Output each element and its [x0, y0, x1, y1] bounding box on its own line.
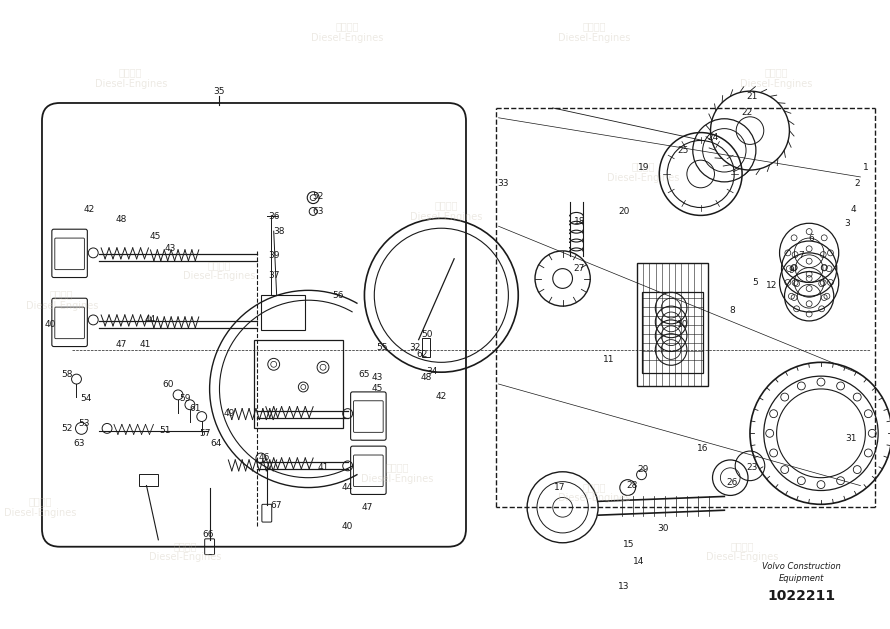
Text: 60: 60 — [163, 379, 174, 389]
Text: 48: 48 — [115, 215, 126, 224]
Text: 紫发动力
Diesel-Engines: 紫发动力 Diesel-Engines — [183, 260, 255, 281]
Text: 47: 47 — [361, 503, 373, 512]
Text: 56: 56 — [332, 291, 344, 300]
Text: 19: 19 — [638, 162, 649, 172]
Text: 18: 18 — [574, 217, 585, 226]
Text: 52: 52 — [312, 192, 324, 201]
Text: 27: 27 — [574, 264, 585, 273]
Text: 63: 63 — [312, 207, 324, 216]
Text: Volvo Construction: Volvo Construction — [762, 562, 841, 571]
Text: 43: 43 — [371, 372, 383, 382]
Text: 62: 62 — [416, 350, 427, 359]
Text: 紫发动力
Diesel-Engines: 紫发动力 Diesel-Engines — [360, 462, 433, 484]
Text: 10: 10 — [677, 320, 689, 330]
Text: 33: 33 — [498, 179, 509, 188]
Text: 13: 13 — [618, 582, 629, 591]
Text: 7: 7 — [798, 252, 805, 260]
Text: 2: 2 — [854, 179, 861, 188]
Text: 32: 32 — [409, 343, 420, 352]
Text: 17: 17 — [554, 483, 565, 492]
Text: 9: 9 — [789, 266, 794, 275]
Text: 43: 43 — [165, 245, 176, 253]
Text: 1: 1 — [862, 162, 869, 172]
Text: 紫发动力
Diesel-Engines: 紫发动力 Diesel-Engines — [558, 482, 630, 503]
Bar — [636, 263, 708, 386]
Text: 紫发动力
Diesel-Engines: 紫发动力 Diesel-Engines — [558, 21, 630, 43]
Text: 21: 21 — [746, 92, 757, 101]
Text: 47: 47 — [115, 340, 126, 349]
Text: 54: 54 — [81, 394, 92, 403]
Text: 紫发动力
Diesel-Engines: 紫发动力 Diesel-Engines — [312, 21, 384, 43]
Text: 41: 41 — [140, 340, 151, 349]
Bar — [139, 474, 158, 486]
Text: 36: 36 — [268, 212, 279, 221]
Text: 64: 64 — [211, 438, 222, 448]
Text: 59: 59 — [179, 394, 190, 403]
Text: 58: 58 — [61, 370, 72, 379]
Text: 40: 40 — [342, 523, 353, 532]
Text: 15: 15 — [623, 540, 635, 549]
Text: 46: 46 — [258, 454, 270, 462]
Text: 6: 6 — [808, 233, 814, 243]
Text: 16: 16 — [697, 443, 708, 453]
Text: 38: 38 — [273, 226, 285, 236]
Text: 50: 50 — [421, 330, 433, 339]
Text: 45: 45 — [150, 231, 161, 241]
Text: 紫发动力
Diesel-Engines: 紫发动力 Diesel-Engines — [94, 67, 167, 89]
Text: 30: 30 — [658, 525, 669, 533]
Text: 37: 37 — [268, 271, 279, 280]
Text: 紫发动力
Diesel-Engines: 紫发动力 Diesel-Engines — [4, 496, 77, 518]
Text: 55: 55 — [376, 343, 388, 352]
Text: 24: 24 — [707, 133, 718, 142]
Text: 12: 12 — [766, 281, 777, 290]
Text: 22: 22 — [741, 108, 753, 118]
Text: 53: 53 — [78, 419, 90, 428]
Text: 40: 40 — [44, 320, 55, 330]
Text: 63: 63 — [74, 438, 85, 448]
Bar — [254, 340, 343, 428]
Text: 28: 28 — [626, 481, 637, 490]
Bar — [422, 338, 430, 357]
Text: 44: 44 — [145, 315, 156, 325]
Text: 31: 31 — [845, 434, 856, 443]
Text: 5: 5 — [752, 278, 757, 287]
Bar — [642, 292, 702, 373]
Text: 20: 20 — [618, 207, 629, 216]
Text: 41: 41 — [318, 464, 328, 472]
Text: 57: 57 — [199, 429, 210, 438]
Text: 紫发动力
Diesel-Engines: 紫发动力 Diesel-Engines — [740, 67, 813, 89]
Text: 11: 11 — [603, 355, 615, 364]
Text: 51: 51 — [159, 426, 171, 435]
Text: 49: 49 — [223, 409, 235, 418]
Text: 紫发动力
Diesel-Engines: 紫发动力 Diesel-Engines — [410, 201, 482, 222]
Text: 35: 35 — [214, 87, 225, 96]
Text: 23: 23 — [746, 464, 757, 472]
Text: 8: 8 — [729, 306, 735, 314]
Text: 1022211: 1022211 — [767, 589, 836, 603]
Text: 29: 29 — [638, 465, 649, 474]
Text: 紫发动力
Diesel-Engines: 紫发动力 Diesel-Engines — [607, 161, 680, 183]
Text: 45: 45 — [371, 384, 383, 394]
Text: 4: 4 — [851, 205, 856, 214]
Text: 26: 26 — [726, 478, 738, 487]
Text: 67: 67 — [270, 501, 281, 509]
Text: 61: 61 — [189, 404, 200, 413]
Text: 紫发动力
Diesel-Engines: 紫发动力 Diesel-Engines — [26, 289, 98, 311]
Text: 紫发动力
Diesel-Engines: 紫发动力 Diesel-Engines — [149, 541, 221, 562]
Text: 34: 34 — [425, 367, 437, 376]
Text: 44: 44 — [342, 483, 353, 492]
Text: 48: 48 — [421, 372, 433, 382]
Text: 紫发动力
Diesel-Engines: 紫发动力 Diesel-Engines — [706, 541, 778, 562]
Text: 66: 66 — [202, 530, 214, 540]
Text: 42: 42 — [436, 392, 447, 401]
Text: 25: 25 — [677, 146, 689, 155]
Text: 65: 65 — [359, 370, 370, 379]
Bar — [261, 295, 305, 330]
Text: 39: 39 — [268, 252, 279, 260]
Text: 14: 14 — [633, 557, 644, 566]
Text: 42: 42 — [84, 205, 95, 214]
Text: 52: 52 — [61, 424, 72, 433]
Text: 3: 3 — [845, 219, 851, 228]
Text: Equipment: Equipment — [779, 574, 824, 583]
